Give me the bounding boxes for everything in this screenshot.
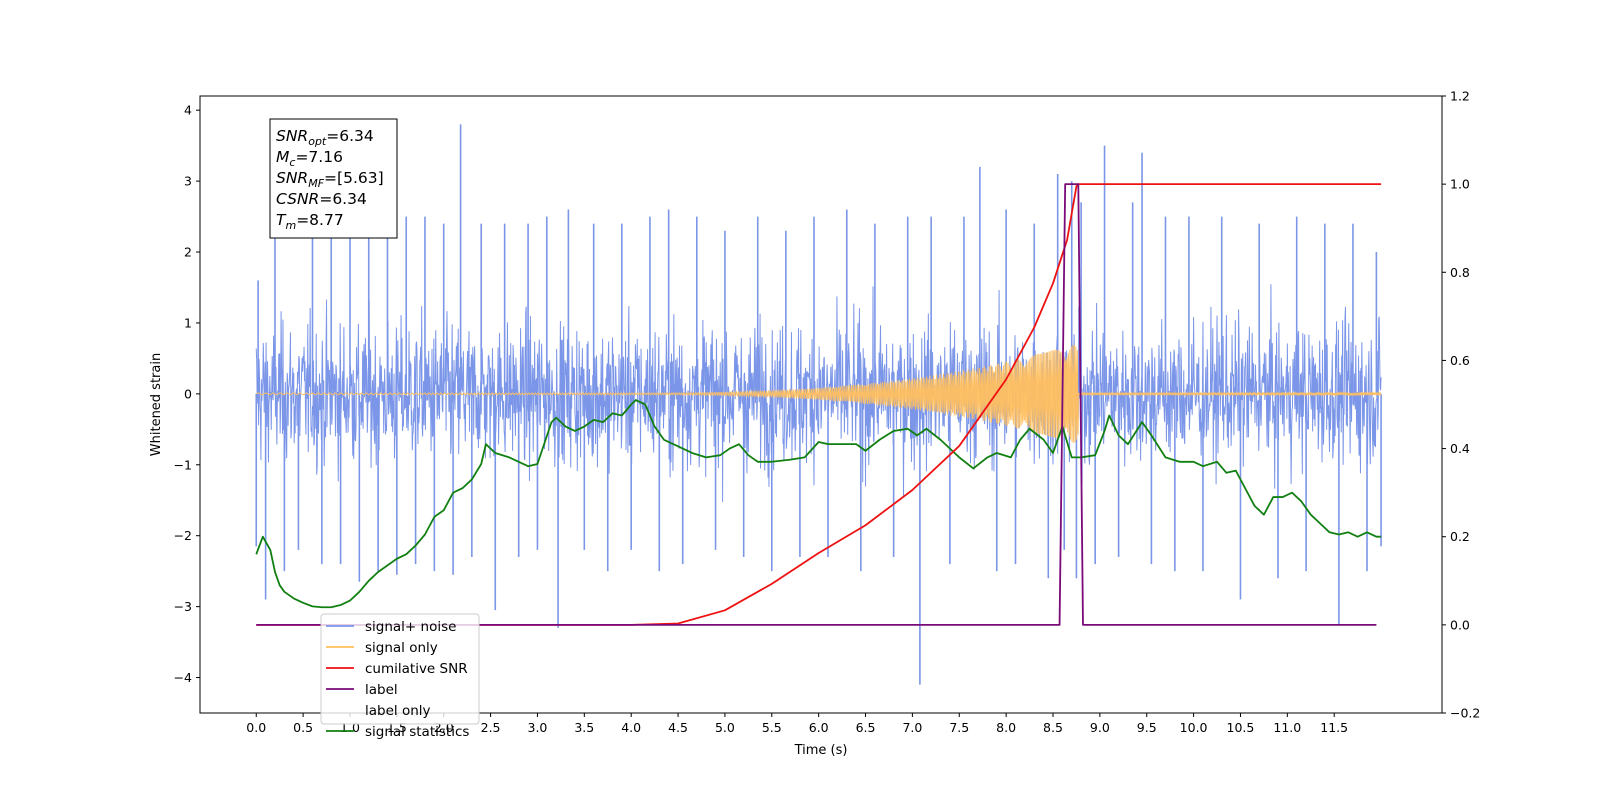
annotation-line-2: SNRMF=[5.63] [276,169,384,190]
y-tick-label-5: −1 [174,457,192,472]
x-tick-label-10: 5.0 [715,720,735,735]
legend: signal+ noise signal only cumilative SNR la… [320,613,480,740]
y-tick-label-4: 0 [184,386,192,401]
annotation-line-3: CSNR=6.34 [276,190,367,208]
x-tick-label-14: 7.0 [902,720,922,735]
annotation-box-frame [269,118,398,239]
axes-layer: 0.0 0.5 1.0 1.5 2.0 2.5 3.0 3.5 4.0 4.5 5.0 5.5 6.0 6… [174,89,1481,736]
series-label [256,183,1377,626]
legend-label-2: cumilative SNR [365,661,468,677]
x-tick-label-9: 4.5 [668,720,688,735]
series-cumulative-snr [256,183,1382,626]
x-axis-label: Time (s) [794,743,848,758]
annotation-line-0: SNRopt=6.34 [276,127,374,148]
x-tick-label-6: 3.0 [528,720,548,735]
x-tick-label-20: 10.0 [1180,720,1208,735]
x-tick-label-23: 11.5 [1320,720,1348,735]
annotation-line-1: Mc=7.16 [276,148,343,169]
y-tick-label-7: −3 [174,599,192,614]
y2-tick-label-2: 0.8 [1450,265,1470,280]
y-tick-label-3: 1 [184,315,192,330]
y2-tick-label-5: 0.2 [1450,529,1470,544]
legend-label-1: signal only [365,640,438,656]
legend-label-3: label [365,682,398,698]
series-signal-only [255,344,1382,443]
y-tick-label-0: 4 [184,103,192,118]
x-tick-label-7: 3.5 [574,720,594,735]
plot-frame [199,95,1443,714]
y-tick-label-2: 2 [184,245,192,260]
y2-tick-label-6: 0.0 [1450,617,1470,632]
y-tick-label-1: 3 [184,174,192,189]
plot-layer [255,124,1382,685]
y2-tick-label-7: −0.2 [1450,706,1480,721]
x-tick-label-18: 9.0 [1090,720,1110,735]
x-tick-label-5: 2.5 [481,720,501,735]
y2-tick-label-4: 0.4 [1450,441,1470,456]
x-tick-label-16: 8.0 [996,720,1016,735]
y-tick-label-8: −4 [174,670,192,685]
x-tick-label-12: 6.0 [809,720,829,735]
x-tick-label-22: 11.0 [1273,720,1301,735]
x-tick-label-15: 7.5 [949,720,969,735]
x-tick-label-21: 10.5 [1227,720,1255,735]
legend-frame [320,613,480,725]
annotation-line-4: Tm=8.77 [276,211,344,232]
x-tick-label-11: 5.5 [762,720,782,735]
y2-tick-label-3: 0.6 [1450,353,1470,368]
series-signal-statistics [255,399,1382,609]
x-tick-label-1: 0.5 [293,720,313,735]
y-axis-label: Whitened strain [149,353,164,456]
x-tick-label-17: 8.5 [1043,720,1063,735]
x-tick-label-8: 4.0 [621,720,641,735]
x-tick-label-13: 6.5 [856,720,876,735]
x-tick-label-0: 0.0 [246,720,266,735]
y2-tick-label-0: 1.2 [1450,89,1470,104]
legend-label-4: label only [365,703,431,719]
y-tick-label-6: −2 [174,528,192,543]
x-tick-label-19: 9.5 [1137,720,1157,735]
y2-tick-label-1: 1.0 [1450,177,1470,192]
legend-label-0: signal+ noise [365,619,456,635]
legend-label-5: signal statistics [365,724,469,740]
